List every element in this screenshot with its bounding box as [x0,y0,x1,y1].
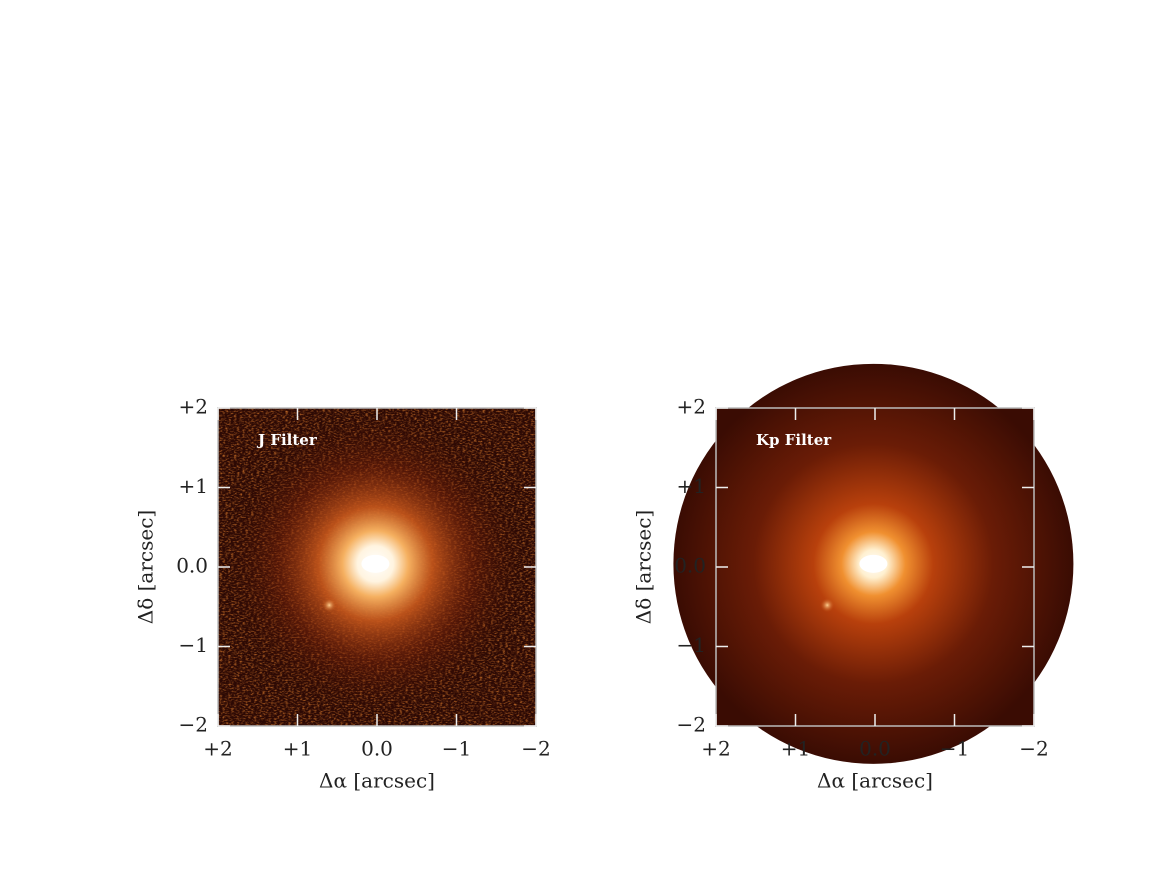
y-tick-label: 0.0 [674,554,706,578]
x-tick-label: 0.0 [859,737,891,761]
y-tick-label: 0.0 [176,554,208,578]
panel: J Filter +2 +1 0.0 −1 −2 −2 −1 0.0 +1 +2 Δα [arcsec… [134,395,551,793]
y-tick-label: −2 [179,713,208,737]
image-core [859,554,888,573]
x-tick-label: −1 [442,737,471,761]
image-companion [820,598,835,613]
y-tick-label: +1 [179,474,208,498]
panel-title: Kp Filter [756,431,832,449]
x-tick-label: +1 [781,737,810,761]
y-tick-label: −1 [677,633,706,657]
panel-title: J Filter [256,431,318,449]
x-tick-label: +1 [283,737,312,761]
x-tick-label: −2 [521,737,550,761]
x-tick-label: −2 [1019,737,1048,761]
y-axis-label: Δδ [arcsec] [632,510,656,624]
y-axis-label: Δδ [arcsec] [134,510,158,624]
x-axis-label: Δα [arcsec] [817,769,933,793]
panel: Kp Filter +2 +1 0.0 −1 −2 −2 −1 0.0 +1 +2 Δα [arcse… [632,363,1074,793]
image-core [361,554,390,573]
x-tick-label: −1 [940,737,969,761]
y-tick-label: −2 [677,713,706,737]
y-tick-label: +1 [677,474,706,498]
x-tick-label: +2 [701,737,730,761]
x-tick-label: 0.0 [361,737,393,761]
y-tick-label: +2 [179,395,208,419]
image-companion [322,598,337,613]
y-tick-label: +2 [677,395,706,419]
y-tick-label: −1 [179,633,208,657]
x-tick-label: +2 [203,737,232,761]
x-axis-label: Δα [arcsec] [319,769,435,793]
